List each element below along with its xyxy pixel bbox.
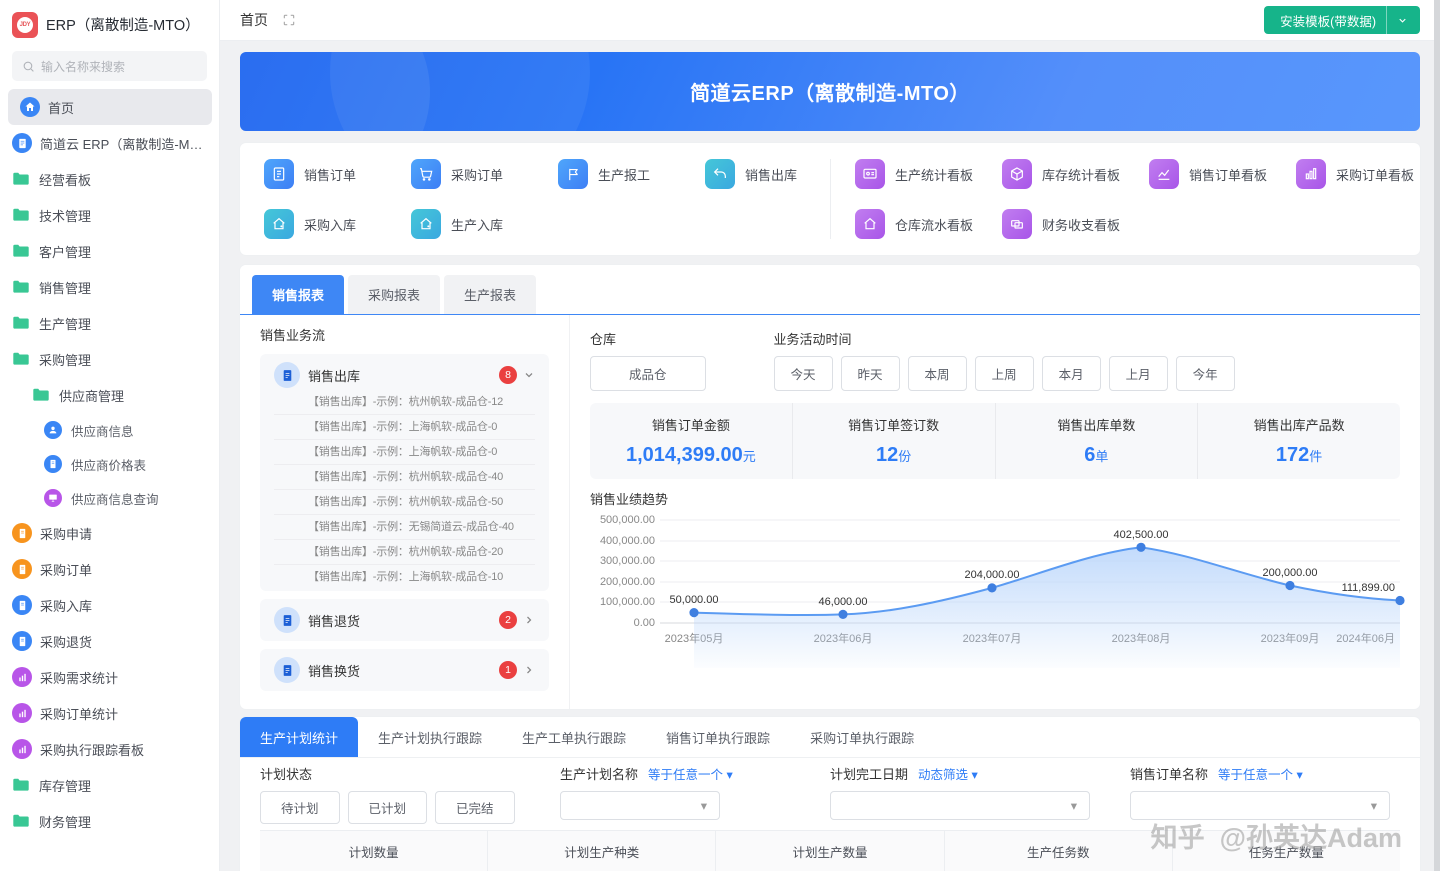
svg-text:111,899.00: 111,899.00 (1342, 582, 1395, 594)
svg-text:200,000.00: 200,000.00 (600, 576, 655, 588)
svg-text:500,000.00: 500,000.00 (600, 514, 655, 526)
svg-text:100,000.00: 100,000.00 (600, 596, 655, 608)
svg-text:204,000.00: 204,000.00 (964, 569, 1019, 581)
svg-text:200,000.00: 200,000.00 (1262, 567, 1317, 579)
svg-text:300,000.00: 300,000.00 (600, 555, 655, 567)
svg-text:0.00: 0.00 (634, 617, 655, 629)
svg-text:50,000.00: 50,000.00 (670, 594, 719, 606)
svg-text:400,000.00: 400,000.00 (600, 535, 655, 547)
svg-text:402,500.00: 402,500.00 (1113, 529, 1168, 541)
svg-text:46,000.00: 46,000.00 (819, 596, 868, 608)
